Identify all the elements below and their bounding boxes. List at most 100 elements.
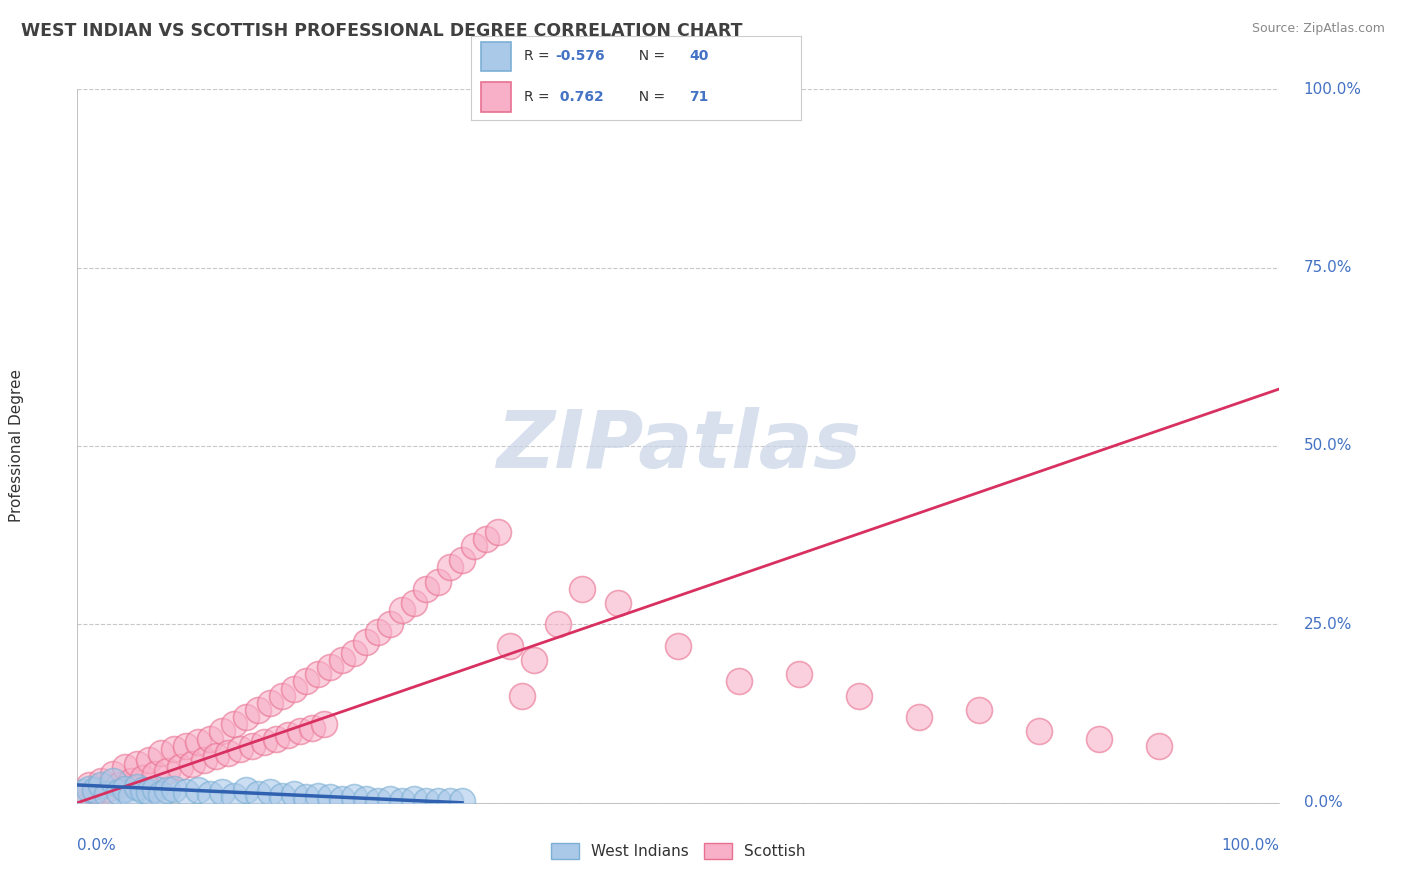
Scottish <box>193 753 215 767</box>
West Indians <box>96 787 118 801</box>
West Indians <box>415 794 437 808</box>
Scottish <box>108 778 131 792</box>
Scottish <box>391 603 413 617</box>
Scottish <box>402 596 425 610</box>
Scottish <box>240 739 263 753</box>
Scottish <box>103 767 125 781</box>
Scottish <box>463 539 485 553</box>
Scottish <box>277 728 299 742</box>
Scottish <box>415 582 437 596</box>
Scottish <box>354 635 377 649</box>
Text: 0.0%: 0.0% <box>1303 796 1343 810</box>
West Indians <box>127 780 149 794</box>
Scottish <box>908 710 931 724</box>
West Indians <box>198 787 221 801</box>
Scottish <box>259 696 281 710</box>
Scottish <box>72 789 94 803</box>
Scottish <box>486 524 509 539</box>
Scottish <box>1028 724 1050 739</box>
Scottish <box>319 660 342 674</box>
West Indians <box>174 785 197 799</box>
Scottish <box>138 753 160 767</box>
Scottish <box>150 746 173 760</box>
West Indians <box>132 783 155 797</box>
Text: R =: R = <box>524 90 554 104</box>
Text: N =: N = <box>630 90 669 104</box>
Scottish <box>330 653 353 667</box>
Scottish <box>1088 731 1111 746</box>
West Indians <box>162 781 184 796</box>
Scottish <box>180 756 202 771</box>
Scottish <box>439 560 461 574</box>
Scottish <box>127 756 149 771</box>
West Indians <box>270 789 292 803</box>
Text: R =: R = <box>524 49 554 63</box>
Scottish <box>270 689 292 703</box>
West Indians <box>259 785 281 799</box>
Scottish <box>90 774 112 789</box>
Scottish <box>186 735 209 749</box>
West Indians <box>222 789 245 803</box>
Text: 100.0%: 100.0% <box>1222 838 1279 854</box>
Scottish <box>246 703 269 717</box>
Text: 40: 40 <box>689 49 709 63</box>
Text: 100.0%: 100.0% <box>1303 82 1361 96</box>
Scottish <box>288 724 311 739</box>
Text: Professional Degree: Professional Degree <box>10 369 24 523</box>
Scottish <box>156 764 179 778</box>
Scottish <box>510 689 533 703</box>
West Indians <box>402 792 425 806</box>
Scottish <box>114 760 136 774</box>
Text: WEST INDIAN VS SCOTTISH PROFESSIONAL DEGREE CORRELATION CHART: WEST INDIAN VS SCOTTISH PROFESSIONAL DEG… <box>21 22 742 40</box>
Scottish <box>294 674 316 689</box>
West Indians <box>90 778 112 792</box>
Text: 71: 71 <box>689 90 709 104</box>
Scottish <box>312 717 335 731</box>
West Indians <box>391 794 413 808</box>
Scottish <box>307 667 329 681</box>
Scottish <box>301 721 323 735</box>
Scottish <box>211 724 233 739</box>
West Indians <box>294 790 316 805</box>
Scottish <box>79 778 101 792</box>
Scottish <box>264 731 287 746</box>
West Indians <box>427 794 450 808</box>
Text: 75.0%: 75.0% <box>1303 260 1353 275</box>
Scottish <box>253 735 276 749</box>
West Indians <box>79 781 101 796</box>
Scottish <box>1149 739 1171 753</box>
West Indians <box>211 785 233 799</box>
West Indians <box>354 792 377 806</box>
West Indians <box>84 783 107 797</box>
West Indians <box>114 781 136 796</box>
West Indians <box>186 783 209 797</box>
West Indians <box>343 790 366 805</box>
West Indians <box>72 785 94 799</box>
Text: N =: N = <box>630 49 669 63</box>
Scottish <box>848 689 870 703</box>
Legend: West Indians, Scottish: West Indians, Scottish <box>544 835 813 866</box>
Text: 0.0%: 0.0% <box>77 838 117 854</box>
Scottish <box>367 624 389 639</box>
Scottish <box>120 774 142 789</box>
Scottish <box>343 646 366 660</box>
Scottish <box>668 639 690 653</box>
West Indians <box>138 785 160 799</box>
Bar <box>481 42 510 71</box>
West Indians <box>330 792 353 806</box>
Scottish <box>174 739 197 753</box>
Scottish <box>499 639 522 653</box>
Scottish <box>162 742 184 756</box>
West Indians <box>120 789 142 803</box>
West Indians <box>156 783 179 797</box>
Text: 0.762: 0.762 <box>555 90 605 104</box>
Text: ZIPatlas: ZIPatlas <box>496 407 860 485</box>
West Indians <box>319 790 342 805</box>
Scottish <box>145 767 167 781</box>
Bar <box>481 82 510 112</box>
Scottish <box>727 674 749 689</box>
Scottish <box>235 710 257 724</box>
Text: -0.576: -0.576 <box>555 49 605 63</box>
Text: 50.0%: 50.0% <box>1303 439 1353 453</box>
Scottish <box>378 617 401 632</box>
